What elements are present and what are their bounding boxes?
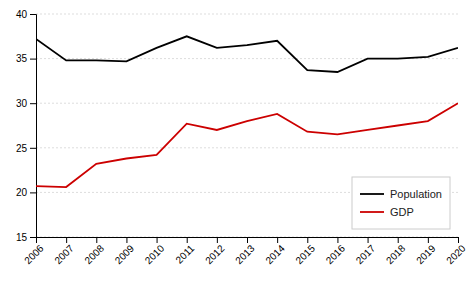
legend-item: GDP bbox=[360, 206, 414, 218]
tick-mark bbox=[30, 192, 36, 193]
legend-swatch bbox=[360, 193, 384, 195]
grid-line bbox=[36, 103, 458, 104]
tick-mark bbox=[157, 237, 158, 243]
tick-mark bbox=[30, 148, 36, 149]
legend-label: GDP bbox=[390, 206, 414, 218]
tick-label: 30 bbox=[16, 98, 28, 109]
tick-label: 2012 bbox=[203, 242, 227, 266]
tick-label: 2020 bbox=[444, 242, 468, 266]
y-tick: 40 bbox=[16, 9, 36, 20]
grid-line bbox=[36, 147, 458, 148]
x-tick: 2008 bbox=[82, 237, 106, 266]
tick-mark bbox=[368, 237, 369, 243]
tick-label: 2014 bbox=[263, 242, 287, 266]
tick-mark bbox=[217, 237, 218, 243]
tick-mark bbox=[187, 237, 188, 243]
x-tick: 2014 bbox=[263, 237, 287, 266]
legend-item: Population bbox=[360, 188, 442, 200]
x-tick: 2007 bbox=[52, 237, 76, 266]
axis-domain bbox=[30, 15, 37, 238]
x-tick: 2011 bbox=[173, 237, 196, 266]
tick-label: 2016 bbox=[324, 242, 348, 266]
tick-label: 20 bbox=[16, 187, 28, 198]
y-axis: 15 20 25 30 35 40 bbox=[16, 9, 37, 243]
x-tick: 2016 bbox=[324, 237, 348, 266]
line bbox=[36, 103, 458, 187]
tick-label: 40 bbox=[16, 9, 28, 20]
y-tick: 15 bbox=[16, 232, 36, 243]
tick-mark bbox=[337, 237, 338, 243]
tick-mark bbox=[126, 237, 127, 243]
tick-mark bbox=[428, 237, 429, 243]
plot: 2006200720082009201020112012201320142015… bbox=[16, 9, 468, 266]
tick-mark bbox=[247, 237, 248, 243]
tick-label: 15 bbox=[16, 232, 28, 243]
tick-mark bbox=[30, 14, 36, 15]
axis-domain bbox=[37, 238, 459, 244]
tick-label: 2018 bbox=[384, 242, 408, 266]
x-tick: 2012 bbox=[203, 237, 227, 266]
tick-mark bbox=[30, 237, 36, 238]
tick-label: 25 bbox=[16, 143, 28, 154]
chart: 2006200720082009201020112012201320142015… bbox=[0, 0, 474, 283]
tick-label: 2007 bbox=[52, 242, 76, 266]
tick-mark bbox=[458, 237, 459, 243]
x-tick: 2010 bbox=[143, 237, 167, 266]
tick-label: 35 bbox=[16, 53, 28, 64]
x-axis: 200620072008 20092010 2011 2012201320142015… bbox=[22, 237, 468, 266]
tick-mark bbox=[96, 237, 97, 243]
y-tick: 35 bbox=[16, 53, 36, 64]
x-tick: 2015 bbox=[293, 237, 317, 266]
line bbox=[36, 36, 458, 72]
y-tick: 30 bbox=[16, 98, 36, 109]
tick-label: 2010 bbox=[143, 242, 167, 266]
tick-mark bbox=[398, 237, 399, 243]
tick-label: 2013 bbox=[233, 242, 257, 266]
legend-label: Population bbox=[390, 188, 442, 200]
legend-swatch bbox=[360, 211, 384, 213]
grid-line bbox=[36, 14, 458, 15]
x-tick: 2013 bbox=[233, 237, 257, 266]
x-tick: 2017 bbox=[354, 237, 378, 266]
tick-mark bbox=[30, 103, 36, 104]
tick-label: 2006 bbox=[22, 242, 46, 266]
y-tick: 25 bbox=[16, 143, 36, 154]
tick-label: 2009 bbox=[113, 242, 137, 266]
tick-mark bbox=[30, 59, 36, 60]
tick-label: 2011 bbox=[173, 242, 196, 265]
grid bbox=[36, 14, 458, 237]
x-tick: 2019 bbox=[414, 237, 438, 266]
tick-label: 2008 bbox=[82, 242, 106, 266]
tick-mark bbox=[66, 237, 67, 243]
tick-label: 2015 bbox=[293, 242, 317, 266]
tick-mark bbox=[277, 237, 278, 243]
legend-box bbox=[352, 177, 450, 229]
lines bbox=[36, 36, 458, 187]
tick-label: 2019 bbox=[414, 242, 438, 266]
tick-label: 2017 bbox=[354, 242, 378, 266]
tick-mark bbox=[307, 237, 308, 243]
x-tick: 2020 bbox=[444, 237, 468, 266]
x-tick: 2018 bbox=[384, 237, 408, 266]
y-tick: 20 bbox=[16, 187, 36, 198]
legend: Population GDP bbox=[352, 177, 450, 229]
x-tick: 2009 bbox=[113, 237, 137, 266]
